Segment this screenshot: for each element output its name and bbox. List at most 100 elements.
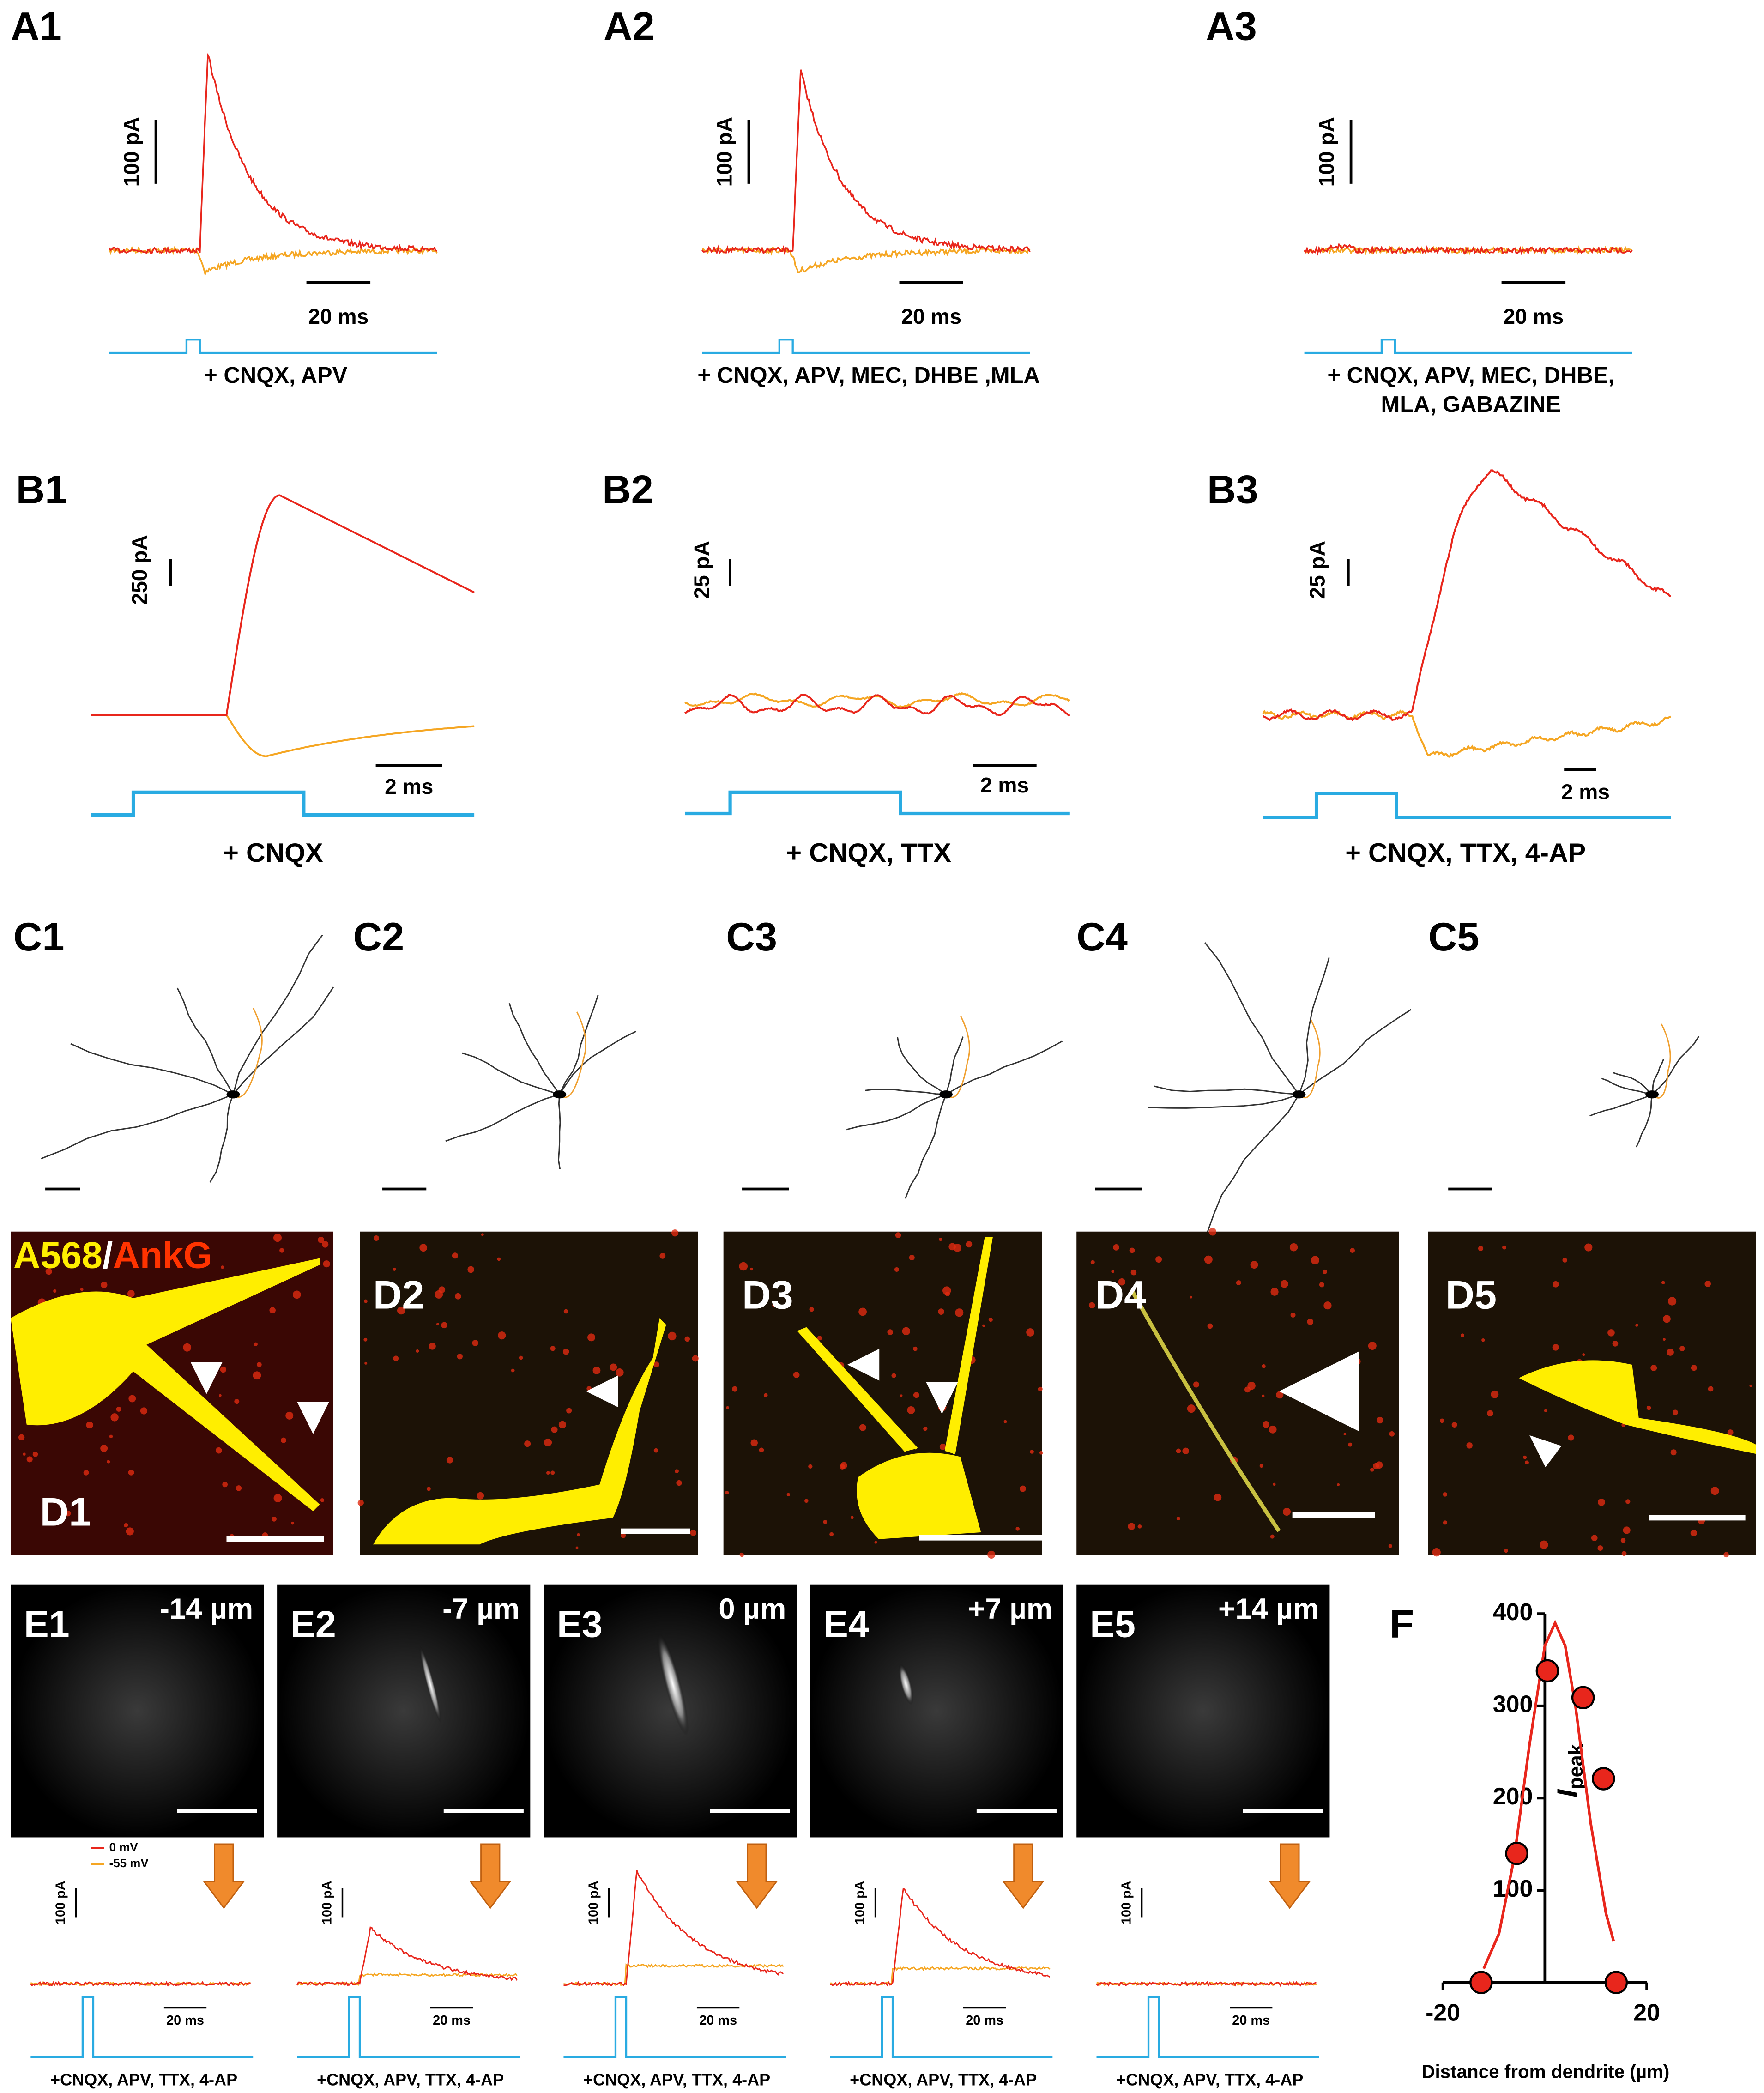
data-point	[1592, 1767, 1615, 1791]
label: 100 pA	[53, 1881, 68, 1924]
puncta	[1090, 1260, 1095, 1264]
trace-0mv	[1096, 1981, 1317, 1987]
puncta	[763, 1393, 768, 1397]
stimulus	[684, 790, 1070, 816]
puncta	[1625, 1499, 1631, 1504]
puncta	[1323, 1301, 1332, 1310]
puncta	[1377, 1416, 1383, 1424]
arrow	[202, 1843, 245, 1909]
puncta	[100, 1445, 108, 1452]
dendrite	[1154, 1085, 1299, 1095]
data-point	[1571, 1686, 1595, 1710]
puncta	[1646, 1405, 1651, 1410]
puncta	[1481, 1338, 1485, 1342]
label: 0 µm	[719, 1593, 786, 1625]
puncta	[1137, 1524, 1142, 1529]
puncta	[1584, 1243, 1593, 1252]
puncta	[1182, 1447, 1189, 1455]
x-axis-label: Distance from dendrite (µm)	[1421, 2061, 1669, 2082]
dendrite	[897, 1036, 947, 1095]
puncta	[1214, 1493, 1222, 1501]
label: 100 pA	[713, 117, 737, 187]
panel-label: B3	[1207, 468, 1258, 512]
puncta	[107, 1460, 110, 1464]
puncta	[323, 1260, 330, 1268]
panel-label: D4	[1095, 1273, 1147, 1318]
puncta	[808, 1464, 813, 1469]
puncta	[859, 1424, 866, 1431]
puncta	[524, 1440, 531, 1447]
puncta	[1460, 1333, 1465, 1337]
panel-label: C4	[1076, 915, 1128, 959]
dendrite	[846, 1094, 947, 1131]
puncta	[65, 1510, 71, 1517]
puncta	[1667, 1297, 1677, 1306]
data-point	[1604, 1971, 1628, 1994]
label: 100 pA	[1119, 1881, 1134, 1924]
label: MLA, GABAZINE	[1381, 392, 1561, 417]
stimulus	[1304, 338, 1632, 354]
puncta	[220, 1366, 227, 1373]
puncta	[1491, 1390, 1499, 1398]
y-tick-label: 300	[1493, 1691, 1533, 1718]
dendrite	[1298, 957, 1330, 1095]
puncta	[18, 1434, 25, 1440]
legend-label: 0 mV	[109, 1841, 139, 1854]
soma	[939, 1090, 953, 1099]
puncta	[551, 1426, 558, 1433]
label: +CNQX, APV, TTX, 4-AP	[50, 2070, 237, 2089]
puncta	[894, 1267, 899, 1272]
x-tick-label: -20	[1426, 2000, 1460, 2026]
puncta	[1612, 1341, 1619, 1347]
label: 20 ms	[966, 2013, 1003, 2028]
label: 20 ms	[1503, 304, 1564, 328]
puncta	[467, 1266, 474, 1273]
stimulus	[1263, 792, 1671, 819]
puncta	[1020, 1485, 1026, 1492]
axon	[945, 1016, 970, 1098]
camera-image	[544, 1584, 797, 1838]
puncta	[1368, 1342, 1377, 1350]
trace-0mv	[563, 1870, 784, 1986]
arrowhead	[847, 1349, 880, 1381]
puncta	[320, 1498, 325, 1502]
puncta	[1282, 1507, 1291, 1516]
trace-0mv	[830, 1887, 1051, 1987]
puncta	[45, 1268, 52, 1275]
puncta	[83, 1470, 89, 1476]
puncta	[1388, 1544, 1392, 1548]
puncta	[472, 1340, 478, 1346]
puncta	[988, 1317, 993, 1322]
puncta	[1370, 1467, 1374, 1472]
puncta	[110, 1413, 119, 1422]
puncta	[1118, 1278, 1126, 1286]
panel-label: E5	[1090, 1603, 1136, 1645]
puncta	[829, 1532, 834, 1536]
label: +7 µm	[968, 1593, 1052, 1625]
puncta	[1704, 1281, 1711, 1287]
dendrite	[1204, 942, 1300, 1095]
trace-55mv	[684, 692, 1070, 708]
puncta	[987, 1550, 996, 1559]
label: + CNQX, APV	[204, 363, 347, 388]
puncta	[1667, 1349, 1674, 1356]
stimulus	[297, 1996, 520, 2058]
dendrite	[905, 1094, 947, 1199]
panel-label: A2	[604, 4, 655, 48]
puncta	[1323, 1269, 1327, 1274]
puncta	[653, 1361, 659, 1367]
data-point	[1469, 1971, 1493, 1994]
fluorescent-dendrite	[657, 1633, 689, 1736]
puncta	[725, 1490, 729, 1494]
label: + CNQX, APV, MEC, DHBE ,MLA	[697, 363, 1040, 388]
puncta	[1650, 1365, 1657, 1371]
label: 2 ms	[980, 773, 1029, 797]
cell	[1519, 1360, 1756, 1454]
puncta	[576, 1533, 580, 1536]
arrow	[1268, 1843, 1311, 1909]
puncta	[913, 1392, 919, 1398]
puncta	[566, 1408, 572, 1414]
puncta	[1635, 1324, 1638, 1327]
puncta	[1607, 1329, 1615, 1337]
